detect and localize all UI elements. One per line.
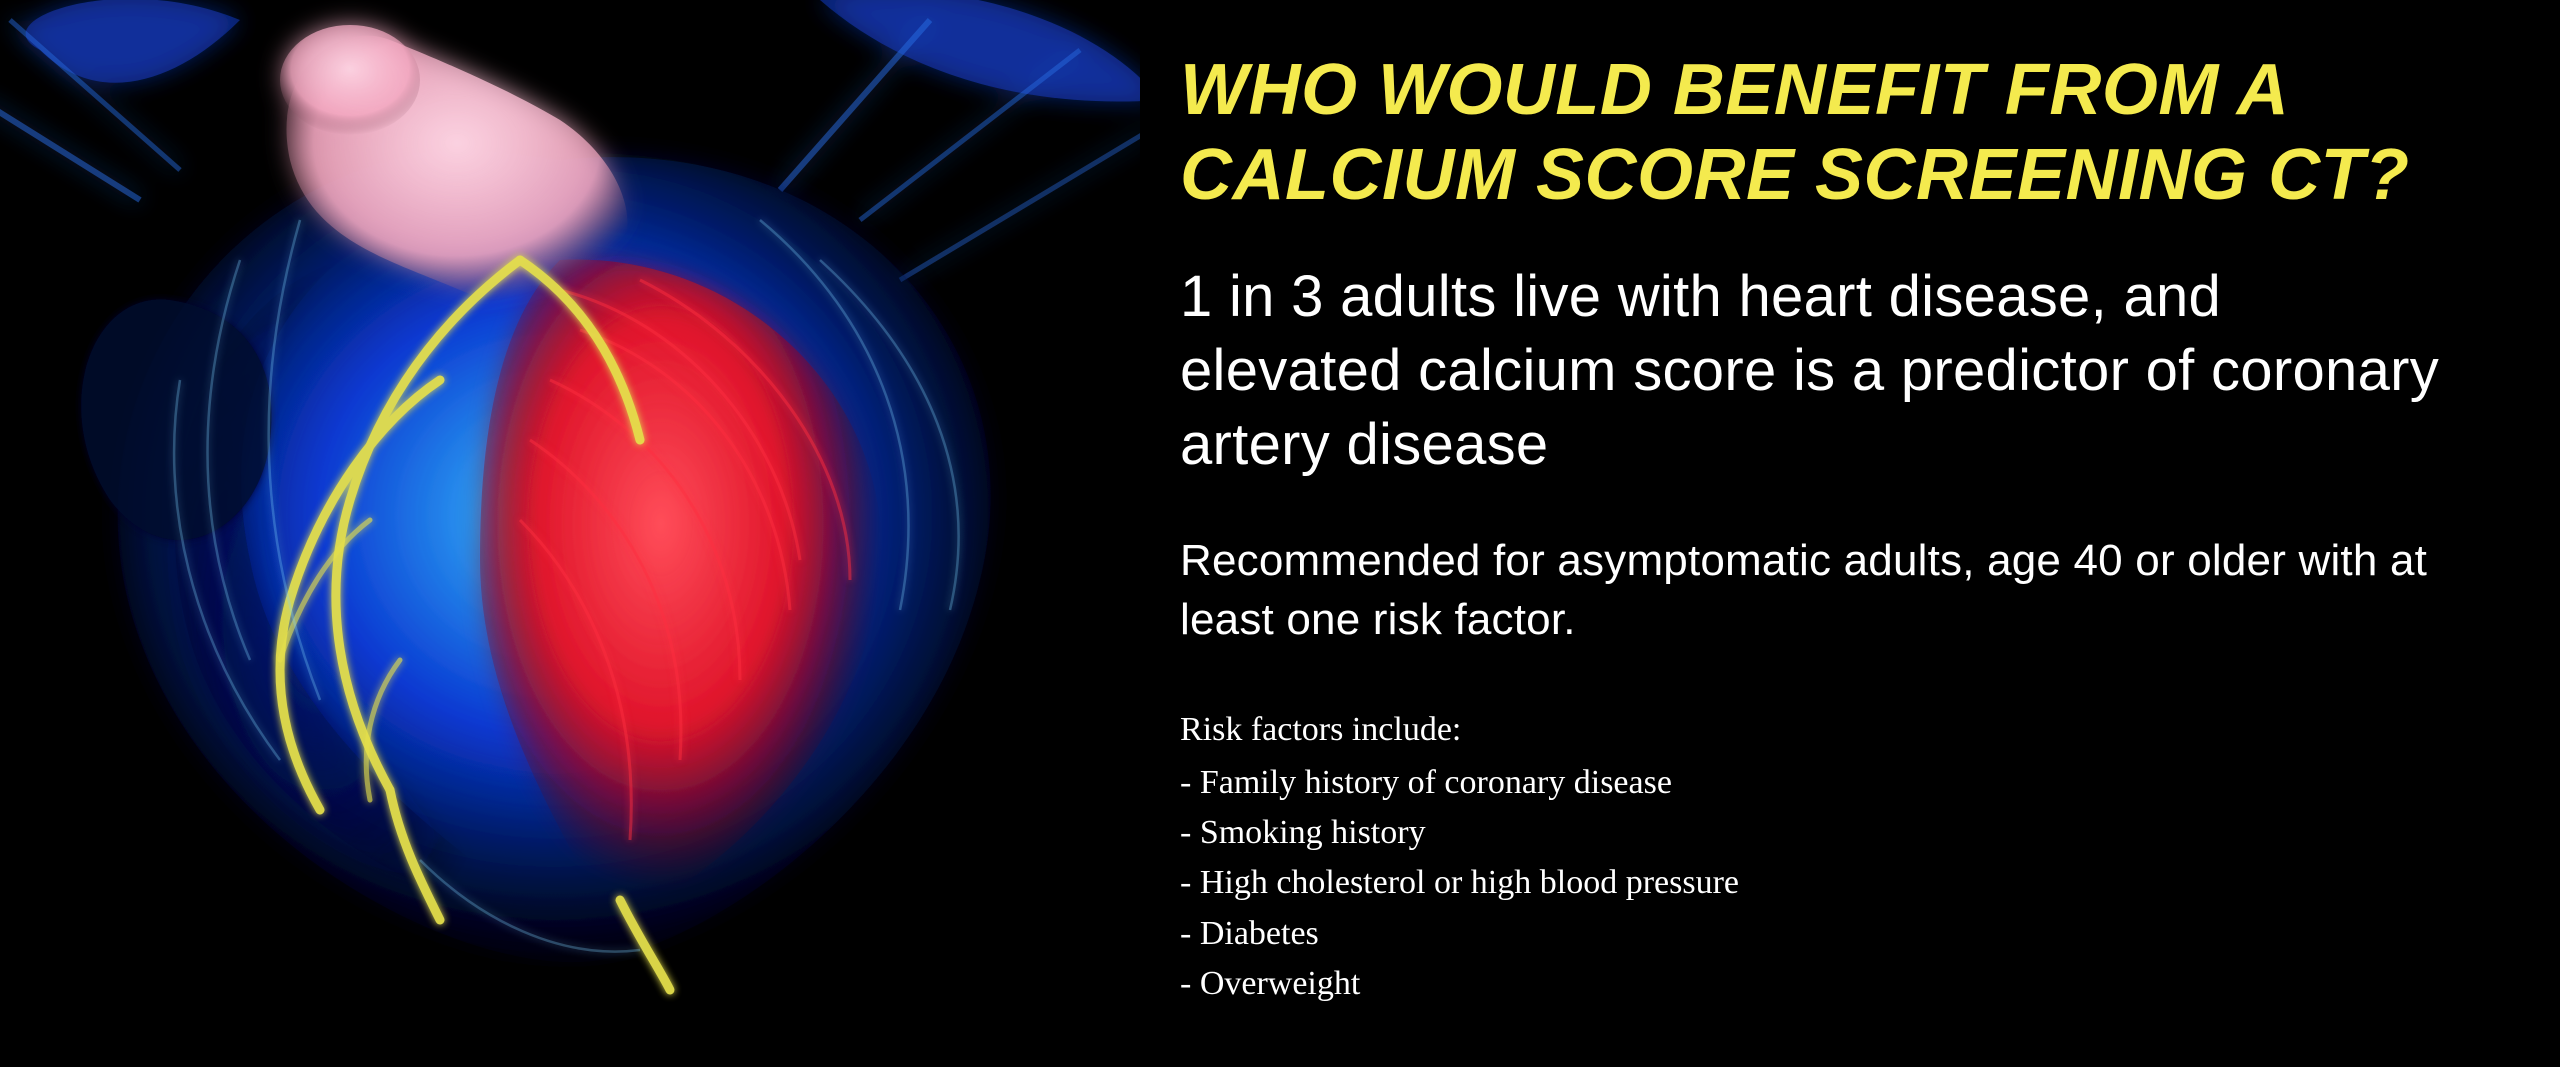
risk-factor-item: - Diabetes (1180, 909, 2440, 959)
heart-ct-angiography-illustration (0, 0, 1140, 1060)
risk-factors-heading: Risk factors include: (1180, 705, 2440, 755)
recommendation-paragraph: Recommended for asymptomatic adults, age… (1180, 531, 2440, 650)
risk-factor-item: - High cholesterol or high blood pressur… (1180, 858, 2440, 908)
title-line-2: CALCIUM SCORE SCREENING CT? (1180, 135, 2410, 215)
heart-image-column (0, 0, 1140, 1067)
text-column: WHO WOULD BENEFIT FROM A CALCIUM SCORE S… (1140, 0, 2560, 1067)
risk-factors-block: Risk factors include: - Family history o… (1180, 705, 2440, 1009)
slide-container: WHO WOULD BENEFIT FROM A CALCIUM SCORE S… (0, 0, 2560, 1067)
risk-factor-item: - Family history of coronary disease (1180, 758, 2440, 808)
risk-factor-item: - Overweight (1180, 959, 2440, 1009)
slide-title: WHO WOULD BENEFIT FROM A CALCIUM SCORE S… (1180, 48, 2440, 218)
title-line-1: WHO WOULD BENEFIT FROM A (1180, 50, 2289, 130)
lead-paragraph: 1 in 3 adults live with heart disease, a… (1180, 260, 2440, 483)
risk-factor-item: - Smoking history (1180, 808, 2440, 858)
